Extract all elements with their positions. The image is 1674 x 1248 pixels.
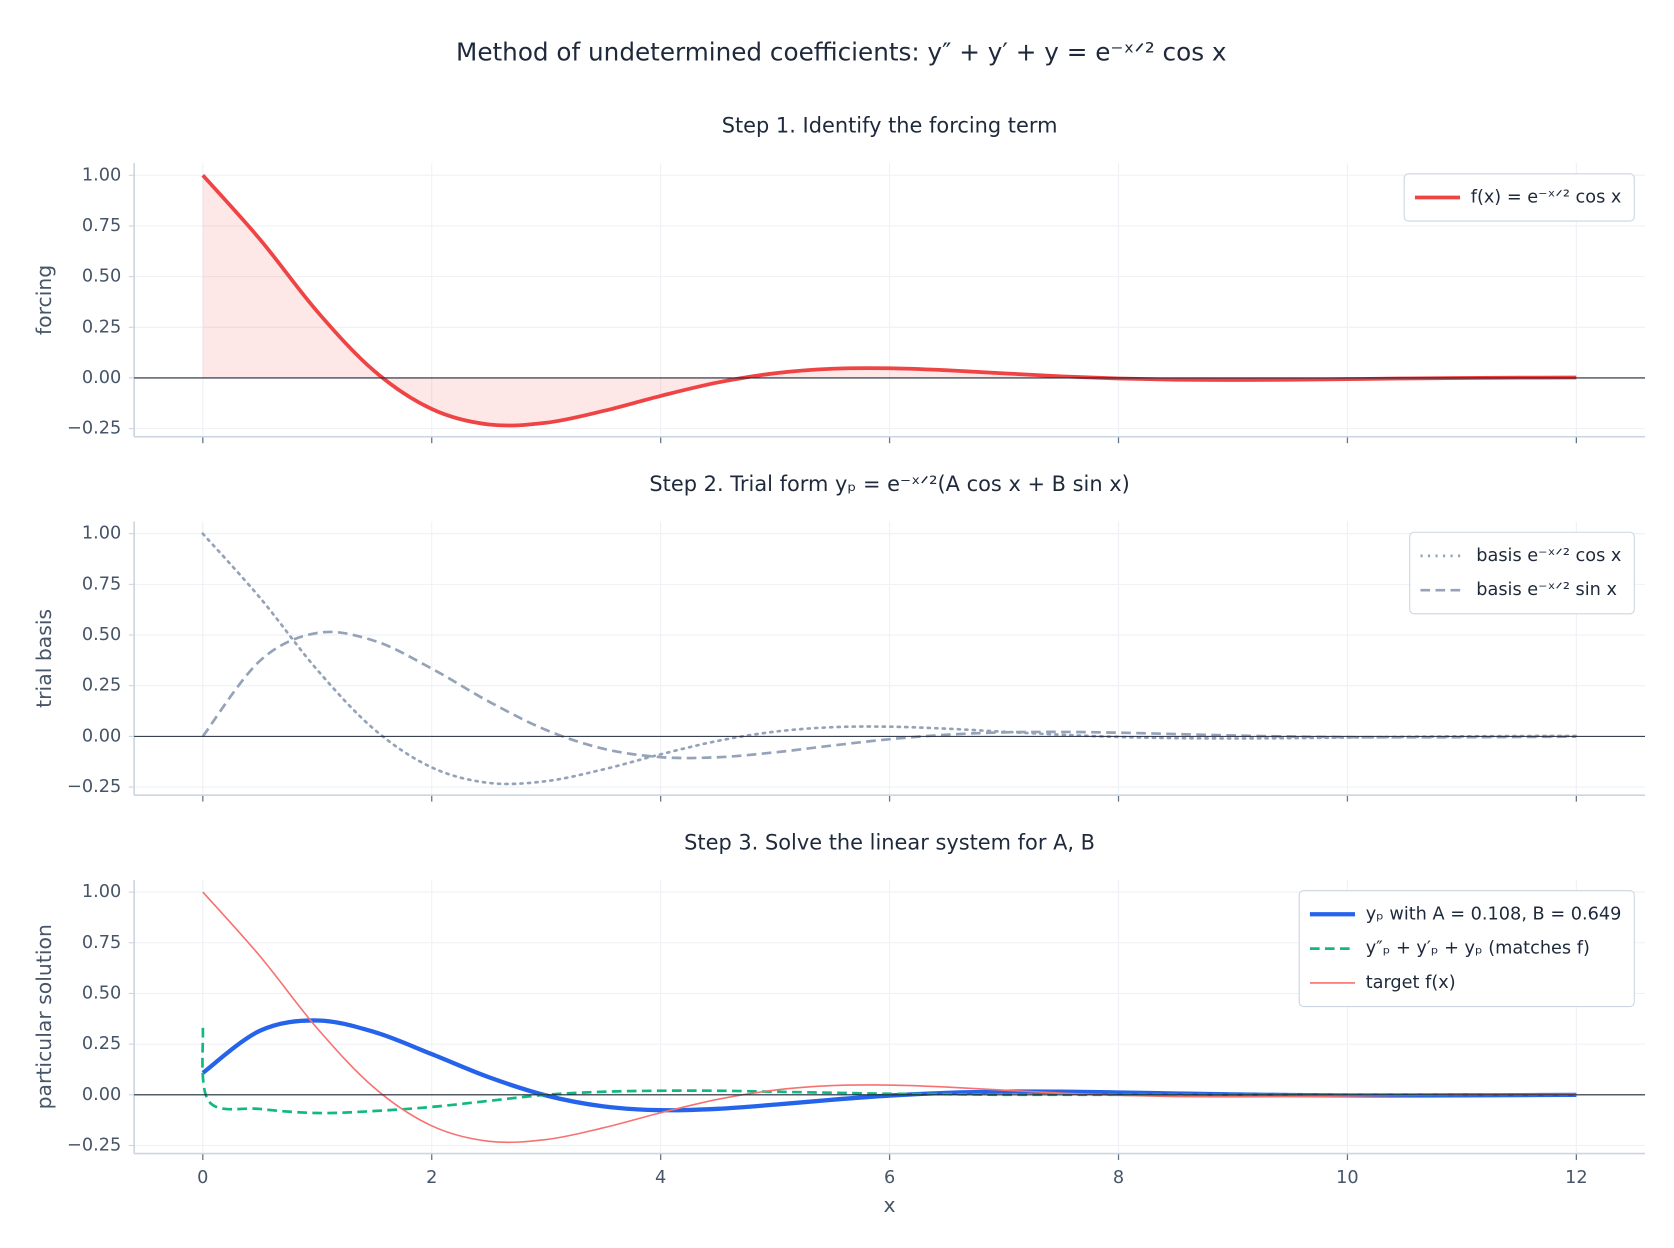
y-axis-label: particular solution <box>32 924 56 1109</box>
line-series <box>201 630 1577 760</box>
y-tick-label: 0.50 <box>82 983 121 1003</box>
figure-title: Method of undetermined coefficients: y″ … <box>456 38 1226 67</box>
y-tick-label: 0.50 <box>82 625 121 645</box>
legend-label: basis e⁻ˣᐟ² sin x <box>1476 580 1617 600</box>
y-tick-label: −0.25 <box>67 777 121 797</box>
y-tick-label: 0.75 <box>82 933 121 953</box>
legend: basis e⁻ˣᐟ² cos x basis e⁻ˣᐟ² sin x <box>1409 531 1635 615</box>
y-tick-label: 0.75 <box>82 574 121 594</box>
panel-title: Step 3. Solve the linear system for A, B <box>684 830 1095 854</box>
legend-label: target f(x) <box>1366 973 1456 993</box>
y-tick-label: 0.00 <box>82 368 121 388</box>
y-axis-label: trial basis <box>32 609 56 708</box>
legend: f(x) = e⁻ˣᐟ² cos x <box>1403 173 1635 222</box>
y-tick-label: 0.25 <box>82 1034 121 1054</box>
y-tick-label: 1.00 <box>82 524 121 544</box>
y-tick-label: −0.25 <box>67 1135 121 1155</box>
legend-label: y″ₚ + y′ₚ + yₚ (matches f) <box>1366 939 1590 959</box>
y-tick-label: 0.00 <box>82 726 121 746</box>
legend-box <box>1403 173 1635 222</box>
x-tick-label: 12 <box>1565 1168 1588 1188</box>
x-tick-label: 2 <box>426 1168 437 1188</box>
panel-title: Step 1. Identify the forcing term <box>722 114 1058 138</box>
legend-label: f(x) = e⁻ˣᐟ² cos x <box>1471 187 1622 207</box>
x-tick-label: 8 <box>1113 1168 1124 1188</box>
y-tick-label: 0.75 <box>82 216 121 236</box>
legend-label: basis e⁻ˣᐟ² cos x <box>1476 546 1621 566</box>
legend-box <box>1298 890 1635 1008</box>
y-tick-label: 0.25 <box>82 317 121 337</box>
x-tick-label: 10 <box>1336 1168 1359 1188</box>
legend: yₚ with A = 0.108, B = 0.649 y″ₚ + y′ₚ + … <box>1298 890 1635 1008</box>
y-axis-label: forcing <box>32 265 56 335</box>
line-series <box>201 174 1577 428</box>
y-tick-label: 1.00 <box>82 882 121 902</box>
line-series <box>202 891 1577 1144</box>
y-tick-label: 0.00 <box>82 1085 121 1105</box>
y-tick-label: 0.25 <box>82 676 121 696</box>
panel-title: Step 2. Trial form yₚ = e⁻ˣᐟ²(A cos x + … <box>649 472 1129 496</box>
y-tick-label: −0.25 <box>67 419 121 439</box>
x-axis-label: x <box>884 1193 896 1217</box>
y-tick-label: 0.50 <box>82 267 121 287</box>
x-tick-label: 4 <box>655 1168 666 1188</box>
line-series <box>201 532 1578 786</box>
legend-label: yₚ with A = 0.108, B = 0.649 <box>1366 904 1622 924</box>
legend-box <box>1409 531 1635 615</box>
y-tick-label: 1.00 <box>82 165 121 185</box>
area-fill <box>202 175 1577 426</box>
x-tick-label: 6 <box>884 1168 895 1188</box>
x-tick-label: 0 <box>197 1168 208 1188</box>
